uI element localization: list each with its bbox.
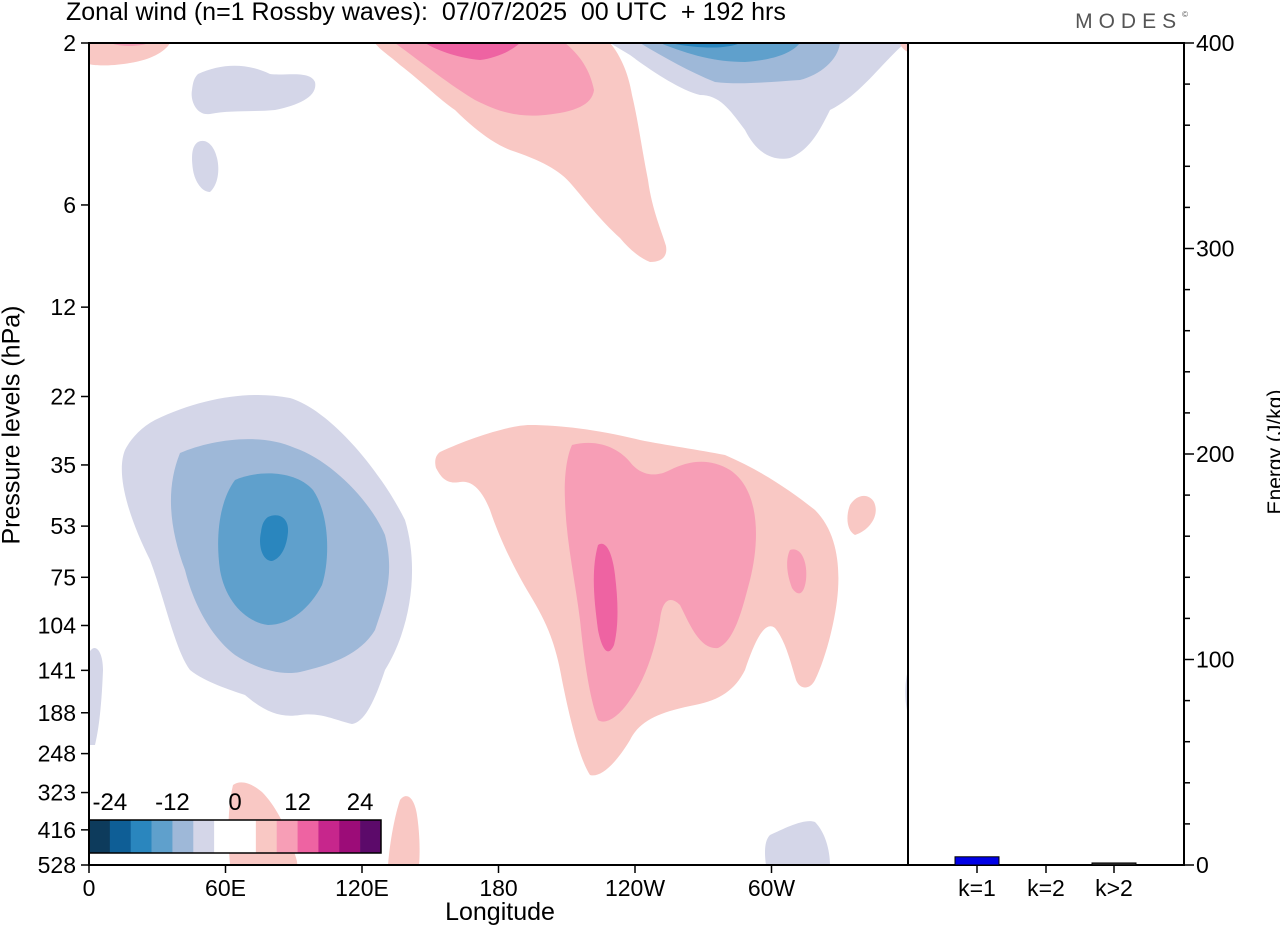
y-tick-label: 141 <box>38 657 76 683</box>
contour-p9 <box>89 43 170 66</box>
positive-anomaly-low-level <box>435 425 876 776</box>
x-tick-label: 60E <box>205 875 246 901</box>
y-tick-label: 416 <box>38 817 76 843</box>
energy-tick-label: 200 <box>1196 441 1234 467</box>
energy-tick-label: 400 <box>1196 30 1234 56</box>
y-tick-label: 53 <box>50 513 76 539</box>
energy-tick-label: 100 <box>1196 647 1234 673</box>
y-tick-label: 248 <box>38 741 76 767</box>
contour-n4 <box>260 515 289 561</box>
y-axis-label: Pressure levels (hPa) <box>0 305 26 545</box>
colorbar-label: -24 <box>93 789 128 816</box>
contour-p2 <box>564 442 756 722</box>
x-axis-label: Longitude <box>445 898 555 926</box>
y-tick-label: 75 <box>50 564 76 590</box>
x-tick-label: 60W <box>748 875 796 901</box>
colorbar-swatch <box>109 820 132 853</box>
logo-text: MODES <box>1075 10 1183 33</box>
contour-n9 <box>191 65 316 115</box>
colorbar-label: 0 <box>228 789 241 816</box>
colorbar-swatch <box>297 820 319 853</box>
energy-bar-1 <box>954 856 1000 866</box>
y-tick-label: 35 <box>50 452 76 478</box>
x-tick-label: 120E <box>335 875 389 901</box>
energy-axis: 0 100 200 300 400 <box>1184 30 1234 878</box>
contour-p4 <box>787 549 807 594</box>
colorbar-swatch <box>235 820 257 853</box>
negative-anomaly-low-level <box>121 394 413 724</box>
colorbar-swatch <box>151 820 173 853</box>
contour-n8 <box>670 43 740 48</box>
y-tick-label: 6 <box>63 192 76 218</box>
colorbar-swatch <box>360 820 382 853</box>
contour-p8 <box>425 43 520 60</box>
x-tick-label: 120W <box>605 875 665 901</box>
pressure-axis: 2 6 12 22 35 53 75 104 141 188 248 323 416 528 <box>38 30 89 878</box>
colorbar-label: 24 <box>347 789 374 816</box>
colorbar-swatch <box>193 820 215 853</box>
negative-anomaly-upper <box>89 43 908 865</box>
contour-p3 <box>593 543 618 652</box>
colorbar-label: 12 <box>284 789 311 816</box>
bar-category-label: k=2 <box>1027 875 1065 901</box>
y-tick-label: 104 <box>38 612 77 638</box>
colorbar-swatch <box>255 820 278 853</box>
contour-p13 <box>900 43 908 52</box>
colorbar-swatch <box>130 820 152 853</box>
x-tick-label: 180 <box>479 875 517 901</box>
bar-category-label: k=1 <box>958 875 996 901</box>
contour-n10 <box>192 140 219 192</box>
colorbar: -24 -12 0 12 24 <box>88 789 382 854</box>
energy-axis-label: Energy (J/kg) <box>1264 389 1280 515</box>
contour-p6 <box>375 43 667 262</box>
colorbar-swatch <box>172 820 194 853</box>
positive-anomaly-upper <box>89 43 908 865</box>
energy-plot-frame <box>907 42 1185 866</box>
colorbar-swatch <box>89 820 111 853</box>
colorbar-label: -12 <box>155 789 190 816</box>
y-tick-label: 2 <box>63 30 76 56</box>
y-tick-label: 12 <box>50 294 76 320</box>
colorbar-swatch <box>214 820 236 853</box>
longitude-axis: 0 60E 120E 180 120W 60W <box>83 865 796 901</box>
energy-bars: k=1 k=2 k>2 <box>954 856 1137 901</box>
colorbar-swatch <box>339 820 361 853</box>
chart-title: Zonal wind (n=1 Rossby waves): 07/07/202… <box>66 0 786 26</box>
contour-p7 <box>395 43 594 116</box>
y-tick-label: 22 <box>50 383 76 409</box>
energy-tick-label: 300 <box>1196 236 1234 262</box>
logo-mark: © <box>1182 10 1188 19</box>
energy-tick-label: 0 <box>1196 852 1209 878</box>
colorbar-swatch <box>318 820 340 853</box>
y-tick-label: 188 <box>38 700 76 726</box>
contour-p12 <box>388 796 420 865</box>
colorbar-swatch <box>276 820 298 853</box>
y-tick-label: 528 <box>38 852 76 878</box>
contour-n11 <box>89 648 103 745</box>
contour-n12 <box>765 821 830 865</box>
contour-p5 <box>847 495 876 535</box>
contour-field <box>89 43 908 865</box>
y-tick-label: 323 <box>38 780 76 806</box>
bar-category-label: k>2 <box>1095 875 1133 901</box>
x-tick-label: 0 <box>83 875 96 901</box>
contour-n5 <box>610 43 905 159</box>
contour-n7 <box>660 43 800 62</box>
modes-logo: MODES© <box>1075 10 1188 34</box>
energy-bar-3 <box>1091 862 1137 866</box>
